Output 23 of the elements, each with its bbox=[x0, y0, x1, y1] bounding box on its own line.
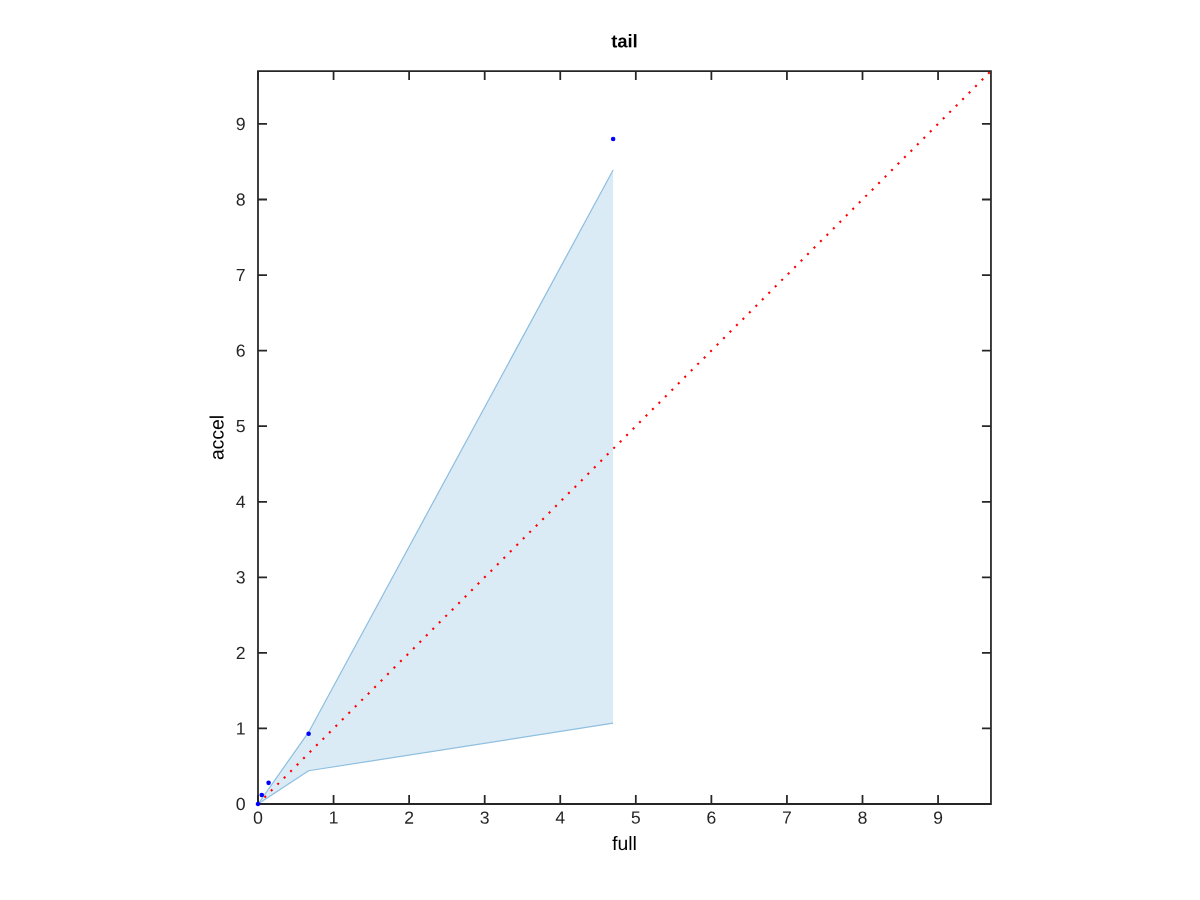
y-tick-label: 7 bbox=[236, 269, 245, 282]
y-tick-label: 5 bbox=[236, 420, 245, 433]
y-tick-label: 0 bbox=[236, 797, 245, 811]
y-tick-label: 1 bbox=[237, 722, 245, 735]
x-tick-label: 2 bbox=[405, 811, 414, 824]
y-tick-label: 2 bbox=[236, 646, 245, 660]
y-tick-label: 4 bbox=[236, 495, 246, 508]
x-axis-title: full bbox=[612, 836, 636, 851]
x-tick-label: 7 bbox=[782, 811, 791, 824]
y-tick-label: 6 bbox=[236, 344, 245, 357]
y-tick-label: 8 bbox=[236, 193, 245, 206]
chart-title: tail bbox=[611, 34, 637, 48]
x-tick-label: 5 bbox=[631, 811, 640, 824]
y-tick-label: 3 bbox=[236, 571, 245, 584]
x-tick-label: 8 bbox=[858, 811, 867, 824]
x-tick-label: 0 bbox=[253, 811, 263, 824]
x-tick-label: 9 bbox=[934, 811, 943, 824]
y-axis-title: accel bbox=[209, 416, 224, 460]
y-tick-label: 9 bbox=[236, 117, 245, 131]
x-tick-label: 6 bbox=[707, 811, 716, 824]
x-tick-label: 3 bbox=[480, 811, 489, 824]
x-tick-label: 1 bbox=[330, 811, 338, 824]
x-tick-label: 4 bbox=[555, 811, 565, 824]
